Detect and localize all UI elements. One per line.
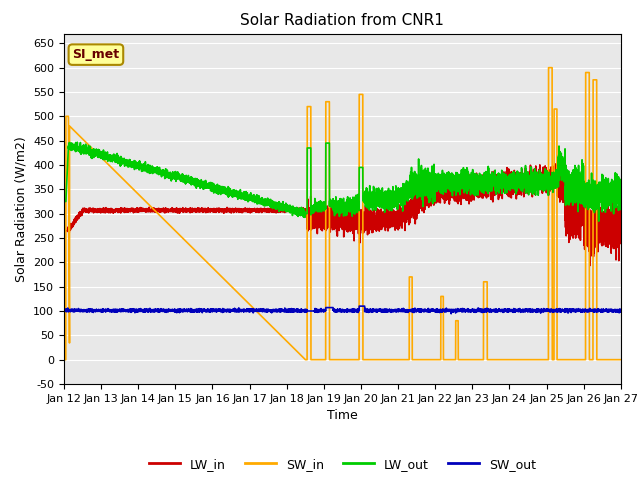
SW_out — [617, 308, 625, 313]
Line: LW_out: LW_out — [64, 142, 621, 221]
LW_in — [617, 222, 625, 228]
Line: SW_in: SW_in — [64, 68, 621, 360]
SW_in — [250, 305, 257, 311]
LW_out — [60, 199, 68, 204]
LW_out — [483, 185, 491, 191]
LW_in — [324, 207, 332, 213]
Y-axis label: Solar Radiation (W/m2): Solar Radiation (W/m2) — [15, 136, 28, 282]
SW_in — [617, 357, 625, 362]
LW_in — [467, 187, 475, 193]
SW_out — [467, 308, 475, 314]
SW_out — [483, 308, 491, 313]
LW_in — [586, 263, 594, 268]
SW_in — [594, 357, 602, 362]
SW_in — [467, 357, 475, 362]
X-axis label: Time: Time — [327, 409, 358, 422]
SW_in — [483, 279, 490, 285]
LW_in — [483, 187, 490, 193]
LW_out — [617, 183, 625, 189]
LW_in — [561, 150, 569, 156]
LW_out — [594, 197, 602, 203]
LW_out — [324, 140, 332, 146]
Legend: LW_in, SW_in, LW_out, SW_out: LW_in, SW_in, LW_out, SW_out — [144, 453, 541, 476]
SW_in — [324, 99, 332, 105]
Line: LW_in: LW_in — [64, 153, 621, 265]
SW_out — [250, 310, 257, 316]
SW_out — [60, 307, 68, 313]
LW_out — [250, 195, 257, 201]
LW_out — [595, 218, 602, 224]
LW_out — [587, 190, 595, 195]
LW_in — [250, 208, 257, 214]
LW_in — [587, 220, 595, 226]
SW_out — [594, 308, 602, 314]
LW_in — [594, 226, 602, 232]
SW_out — [355, 303, 363, 309]
SW_out — [324, 305, 332, 311]
SW_in — [545, 65, 552, 71]
Text: SI_met: SI_met — [72, 48, 120, 61]
Title: Solar Radiation from CNR1: Solar Radiation from CNR1 — [241, 13, 444, 28]
LW_in — [60, 228, 68, 234]
Line: SW_out: SW_out — [64, 306, 621, 314]
LW_out — [74, 139, 81, 145]
LW_out — [467, 180, 475, 186]
SW_out — [587, 308, 595, 314]
SW_out — [447, 311, 455, 317]
SW_in — [587, 357, 595, 362]
SW_in — [60, 357, 68, 362]
